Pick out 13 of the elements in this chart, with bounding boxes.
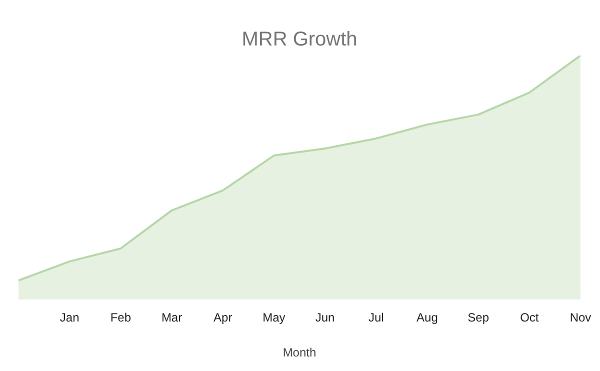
x-tick-label: Jun (315, 310, 335, 324)
x-tick-label: May (262, 310, 286, 324)
x-tick-label: Mar (161, 310, 182, 324)
x-axis-title: Month (282, 346, 316, 360)
x-tick-label: Feb (110, 310, 132, 324)
x-tick-label: Apr (214, 310, 232, 324)
x-tick-label: Nov (570, 310, 592, 324)
x-tick-label: Sep (468, 310, 490, 324)
x-tick-label: Aug (416, 310, 438, 324)
chart-title: MRR Growth (242, 28, 358, 50)
x-tick-label: Jan (60, 310, 80, 324)
x-tick-label: Jul (368, 310, 384, 324)
x-tick-label: Oct (520, 310, 540, 324)
